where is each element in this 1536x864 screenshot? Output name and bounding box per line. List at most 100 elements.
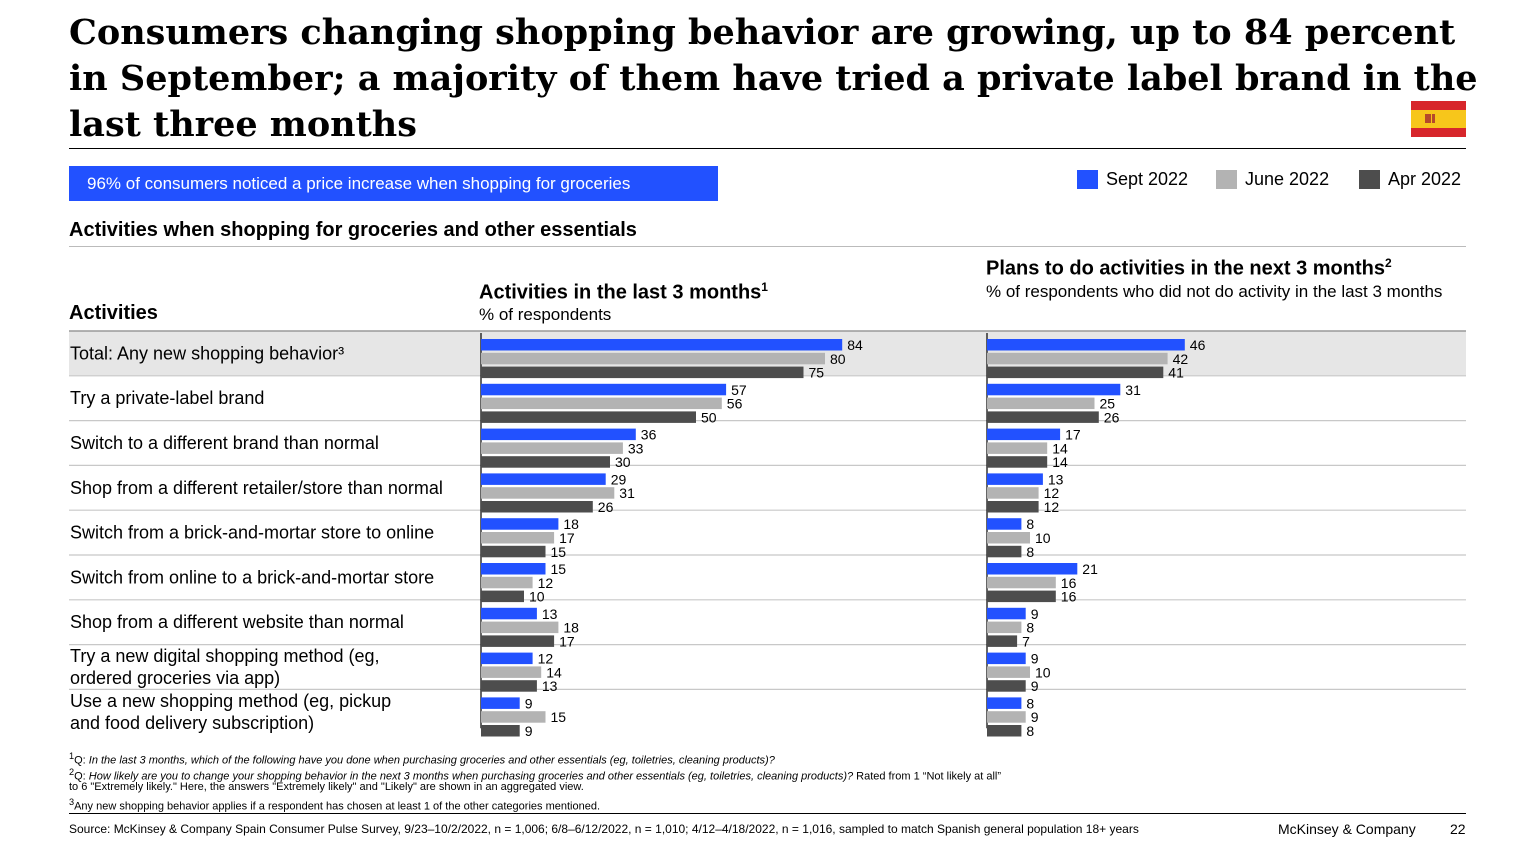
data-label: 56 (727, 396, 743, 412)
category-label: Try a new digital shopping method (eg, or… (70, 646, 380, 688)
legend-label: Apr 2022 (1388, 169, 1462, 189)
bar-apr-2022 (987, 366, 1164, 379)
bar-sept-2022 (481, 518, 559, 530)
category-label-line: ordered groceries via app) (70, 668, 280, 688)
data-label: 21 (1082, 561, 1098, 577)
data-label: 15 (551, 544, 567, 560)
data-label: 16 (1061, 589, 1077, 605)
data-label: 50 (701, 409, 717, 425)
bar-june-2022 (987, 397, 1095, 410)
data-label: 14 (546, 664, 562, 680)
category-label: Use a new shopping method (eg, pickup and… (70, 691, 391, 733)
activities-column-header: Activities (69, 302, 158, 324)
bar-apr-2022 (481, 501, 593, 513)
bar-june-2022 (481, 666, 542, 678)
bar-sept-2022 (481, 383, 727, 396)
bar-apr-2022 (987, 590, 1056, 603)
footnote-3-sup: 3 (69, 797, 75, 807)
footnote-3-text: Any new shopping behavior applies if a r… (74, 800, 600, 813)
right-panel-title-text: Plans to do activities in the next 3 mon… (986, 257, 1385, 280)
bar-june-2022 (987, 711, 1026, 723)
data-label: 41 (1168, 365, 1184, 381)
data-label: 75 (809, 365, 825, 381)
callout-banner: 96% of consumers noticed a price increas… (69, 166, 718, 201)
bar-apr-2022 (987, 411, 1099, 423)
legend-swatch (1077, 169, 1098, 189)
data-label: 8 (1026, 695, 1034, 711)
data-label: 18 (563, 516, 579, 532)
bar-june-2022 (481, 532, 555, 544)
bar-june-2022 (987, 621, 1022, 634)
data-label: 13 (542, 678, 558, 694)
bar-apr-2022 (481, 590, 524, 603)
data-label: 26 (598, 499, 614, 515)
data-label: 12 (538, 575, 554, 591)
bar-june-2022 (987, 576, 1056, 589)
data-label: 8 (1026, 544, 1034, 560)
data-label: 25 (1100, 396, 1116, 412)
bar-apr-2022 (987, 635, 1018, 647)
data-label: 9 (1031, 678, 1039, 694)
brand-name: McKinsey & Company (1278, 821, 1416, 837)
legend-item-apr-2022: Apr 2022 (1359, 168, 1461, 190)
category-label: Shop from a different retailer/store tha… (70, 478, 443, 498)
data-label: 8 (1026, 620, 1034, 636)
bar-june-2022 (481, 576, 533, 589)
data-label: 8 (1026, 723, 1034, 739)
legend-item-june-2022: June 2022 (1216, 168, 1329, 190)
data-label: 36 (641, 427, 657, 443)
source-text: Source: McKinsey & Company Spain Consume… (69, 822, 1139, 836)
data-label: 8 (1026, 516, 1034, 532)
bar-sept-2022 (987, 473, 1043, 485)
data-label: 15 (551, 709, 567, 725)
bar-june-2022 (987, 442, 1048, 454)
bar-apr-2022 (481, 366, 804, 379)
bar-apr-2022 (987, 680, 1026, 692)
bar-apr-2022 (481, 635, 555, 647)
bar-apr-2022 (987, 725, 1022, 737)
category-label: Try a private-label brand (70, 388, 264, 408)
data-label: 10 (1035, 664, 1051, 680)
footer-divider (69, 813, 1466, 814)
right-panel-subtitle: % of respondents who did not do activity… (986, 282, 1443, 301)
data-label: 10 (529, 589, 545, 605)
footnote-1: 1Q: In the last 3 months, which of the f… (69, 749, 775, 769)
footnote-2-label: Q: (74, 770, 89, 783)
bar-sept-2022 (481, 339, 843, 351)
left-panel-title-text: Activities in the last 3 months (479, 281, 762, 304)
bar-june-2022 (987, 487, 1039, 499)
legend-label: Sept 2022 (1106, 169, 1189, 189)
footnote-2-sup: 2 (69, 767, 75, 777)
bar-apr-2022 (987, 456, 1048, 468)
legend-swatch (1359, 169, 1380, 189)
bar-june-2022 (987, 352, 1168, 365)
data-label: 33 (628, 440, 644, 456)
bar-sept-2022 (481, 473, 606, 485)
bar-sept-2022 (987, 607, 1026, 620)
data-label: 9 (1031, 651, 1039, 667)
footnote-1-sup: 1 (69, 751, 75, 761)
bar-june-2022 (481, 442, 623, 454)
bar-sept-2022 (481, 652, 533, 665)
page-title: Consumers changing shopping behavior are… (69, 12, 1478, 145)
data-label: 31 (1125, 382, 1141, 398)
bar-sept-2022 (481, 697, 520, 709)
data-label: 29 (611, 471, 627, 487)
data-label: 17 (1065, 427, 1081, 443)
footnote-2: 2Q: How likely are you to change your sh… (69, 765, 1001, 785)
left-panel-subtitle: % of respondents (479, 305, 612, 324)
data-label: 26 (1104, 409, 1120, 425)
bar-apr-2022 (987, 501, 1039, 513)
legend-label: June 2022 (1245, 169, 1330, 189)
bar-sept-2022 (987, 697, 1022, 709)
data-label: 31 (619, 485, 635, 501)
data-label: 10 (1035, 530, 1051, 546)
data-label: 17 (559, 633, 575, 649)
data-label: 16 (1061, 575, 1077, 591)
category-label-line: Try a new digital shopping method (eg, (70, 646, 380, 666)
footnote-1-label: Q: (74, 754, 89, 767)
category-label: Shop from a different website than norma… (70, 612, 404, 632)
footnote-2-line2: to 6 "Extremely likely." Here, the answe… (69, 781, 584, 793)
data-label: 12 (538, 651, 554, 667)
